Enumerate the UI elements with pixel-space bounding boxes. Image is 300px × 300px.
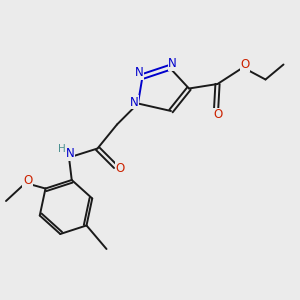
Text: N: N (130, 95, 139, 109)
Text: N: N (135, 66, 144, 80)
Text: O: O (23, 174, 32, 188)
Text: N: N (66, 147, 75, 160)
Text: O: O (241, 58, 250, 71)
Text: H: H (58, 144, 65, 154)
Text: O: O (213, 108, 222, 121)
Text: N: N (168, 57, 177, 70)
Text: O: O (116, 161, 124, 175)
